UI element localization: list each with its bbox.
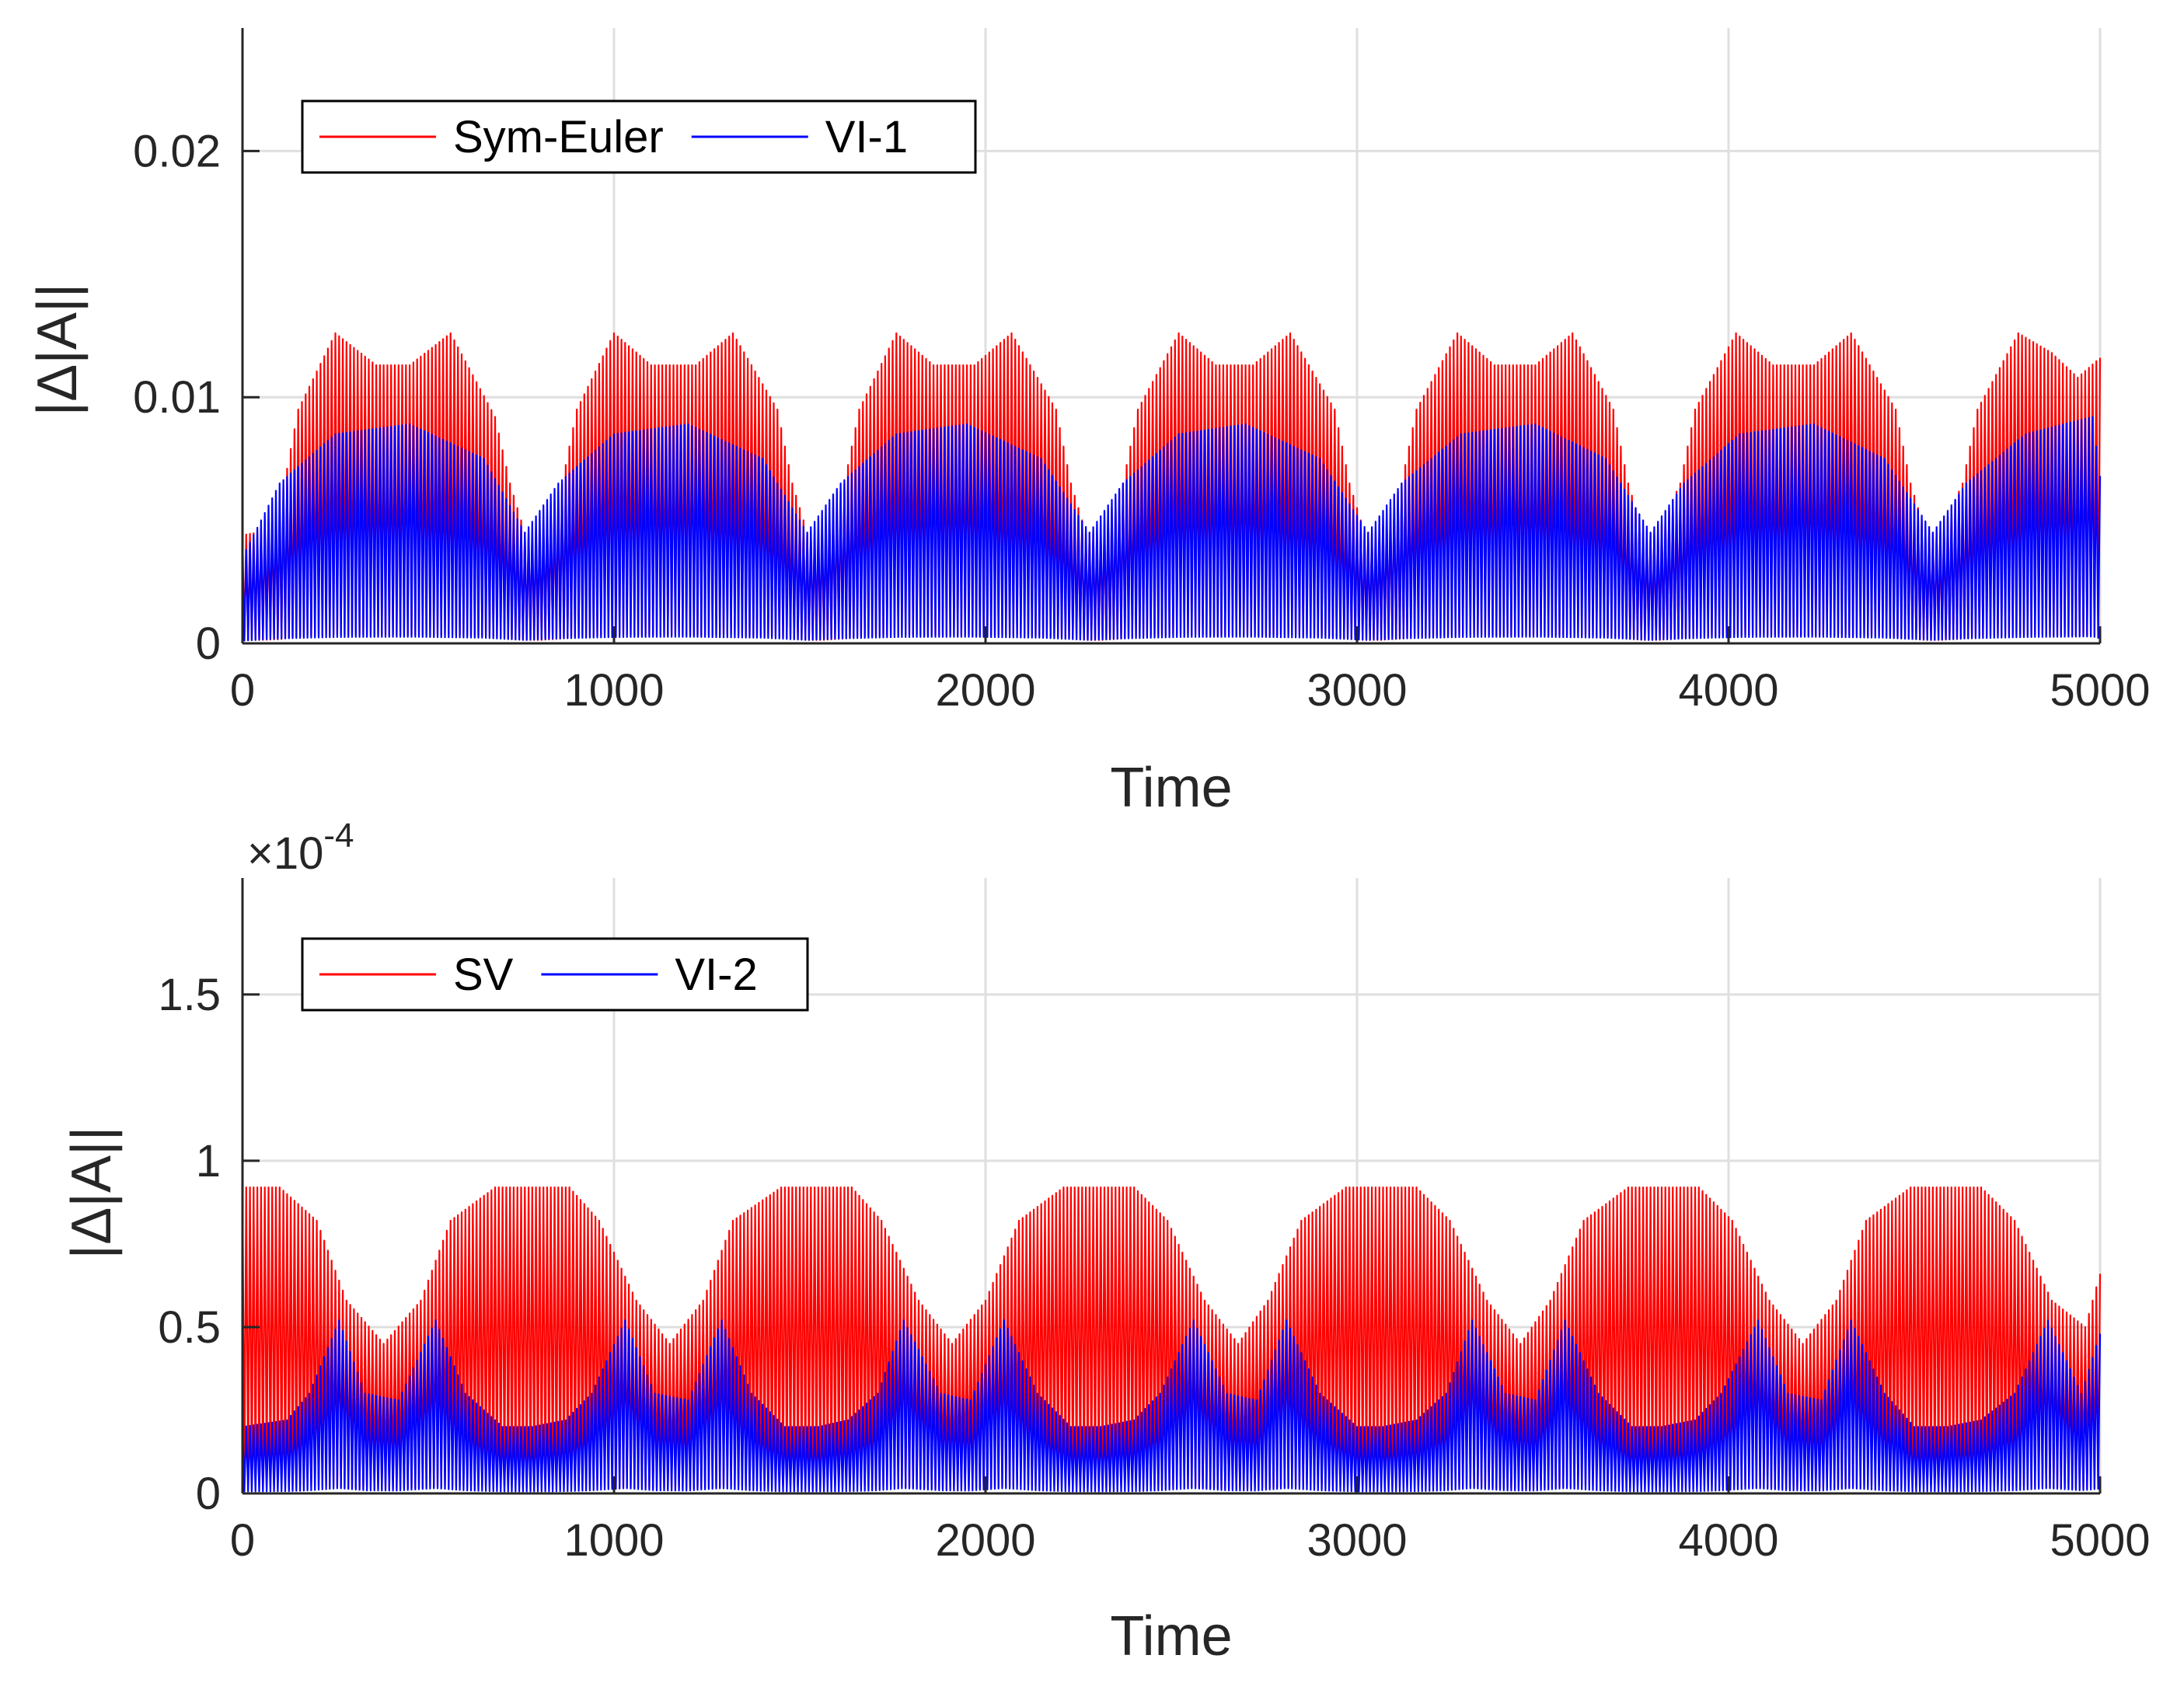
x-tick-label: 2000 xyxy=(935,665,1035,716)
x-tick-label: 1000 xyxy=(563,1515,664,1566)
exponent-power: -4 xyxy=(323,817,354,855)
bottom-panel-legend: SV VI-2 xyxy=(301,937,809,1012)
y-tick-label: 1.5 xyxy=(158,970,221,1020)
y-tick-label: 0 xyxy=(196,618,221,669)
series-line-vi-1 xyxy=(241,416,2102,642)
legend-label-sv: SV xyxy=(453,950,514,1000)
y-tick-label: 0 xyxy=(196,1469,221,1519)
x-tick-label: 5000 xyxy=(2050,1515,2150,1566)
top-panel: 0 1000 2000 3000 4000 5000 0 0.01 0.02 Time |Δ|A… xyxy=(26,28,2151,819)
bottom-panel: 0 1000 2000 3000 4000 5000 0 0.5 1 1.5 ×10-4 Time… xyxy=(61,817,2151,1667)
y-tick-label: 0.5 xyxy=(158,1302,221,1353)
bottom-panel-plot-area xyxy=(241,1186,2102,1493)
y-tick-label: 0.02 xyxy=(133,126,221,176)
top-panel-x-axis-label: Time xyxy=(1110,757,1232,819)
x-tick-label: 5000 xyxy=(2050,665,2150,716)
top-panel-legend: Sym-Euler VI-1 xyxy=(301,99,977,174)
x-tick-label: 4000 xyxy=(1678,1515,1778,1566)
x-tick-label: 3000 xyxy=(1307,1515,1407,1566)
x-tick-label: 4000 xyxy=(1678,665,1778,716)
x-tick-label: 3000 xyxy=(1307,665,1407,716)
bottom-panel-tick-labels: 0 1000 2000 3000 4000 5000 0 0.5 1 1.5 xyxy=(158,970,2150,1566)
top-panel-plot-area xyxy=(241,332,2102,642)
bottom-panel-y-axis-label: |Δ|A|| xyxy=(61,1127,123,1260)
y-tick-label: 0.01 xyxy=(133,372,221,423)
top-panel-axes xyxy=(241,28,2102,645)
bottom-panel-exponent-label: ×10-4 xyxy=(247,817,354,879)
series-line-vi-2 xyxy=(241,1319,2102,1493)
legend-label-vi-1: VI-1 xyxy=(825,112,908,162)
bottom-panel-x-axis-label: Time xyxy=(1110,1605,1232,1667)
series-vi-1 xyxy=(241,416,2102,642)
exponent-base: ×10 xyxy=(247,828,323,879)
series-vi-2 xyxy=(241,1319,2102,1493)
x-tick-label: 1000 xyxy=(563,665,664,716)
top-panel-y-axis-label: |Δ|A|| xyxy=(26,284,89,416)
bottom-panel-axes xyxy=(241,878,2102,1495)
top-panel-tick-labels: 0 1000 2000 3000 4000 5000 0 0.01 0.02 xyxy=(133,126,2150,716)
legend-label-vi-2: VI-2 xyxy=(675,950,757,1000)
x-tick-label: 0 xyxy=(230,1515,255,1566)
x-tick-label: 0 xyxy=(230,665,255,716)
legend-label-sym-euler: Sym-Euler xyxy=(453,112,664,162)
x-tick-label: 2000 xyxy=(935,1515,1035,1566)
y-tick-label: 1 xyxy=(196,1136,221,1186)
